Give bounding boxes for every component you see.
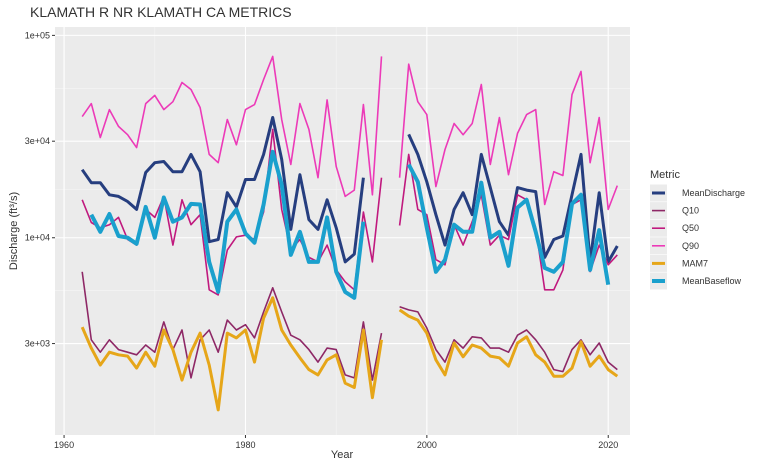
lines — [80, 55, 619, 412]
x-tick-label: 1980 — [235, 440, 255, 450]
y-tick-label: 1e+05 — [25, 30, 50, 40]
y-tick-label: 3e+03 — [25, 339, 50, 349]
series-line — [80, 116, 619, 264]
legend-label: MAM7 — [682, 258, 708, 268]
series-line — [81, 55, 619, 211]
x-tick-label: 2000 — [417, 440, 437, 450]
y-axis-label: Discharge (ft³/s) — [8, 192, 20, 270]
x-tick-label: 1960 — [54, 440, 74, 450]
y-tick-label: 1e+04 — [25, 233, 50, 243]
series-line — [89, 149, 611, 300]
legend-title: Metric — [650, 169, 680, 181]
legend-label: Q50 — [682, 223, 699, 233]
x-axis-label: Year — [331, 449, 354, 461]
x-tick-label: 2020 — [598, 440, 618, 450]
chart-title: KLAMATH R NR KLAMATH CA METRICS — [30, 4, 292, 20]
legend-label: Q10 — [682, 206, 699, 216]
legend: MeanDischarge Q10 Q50 Q90 MAM7 MeanBaseflow — [650, 184, 745, 290]
series-line — [81, 271, 618, 381]
series-line — [80, 296, 619, 412]
y-tick-label: 3e+04 — [25, 136, 50, 146]
labels: 1960 1980 2000 2020 3e+03 1e+04 3e+04 1e+05 — [25, 30, 619, 450]
legend-label: MeanDischarge — [682, 188, 745, 198]
legend-label: MeanBaseflow — [682, 276, 742, 286]
legend-label: Q90 — [682, 241, 699, 251]
